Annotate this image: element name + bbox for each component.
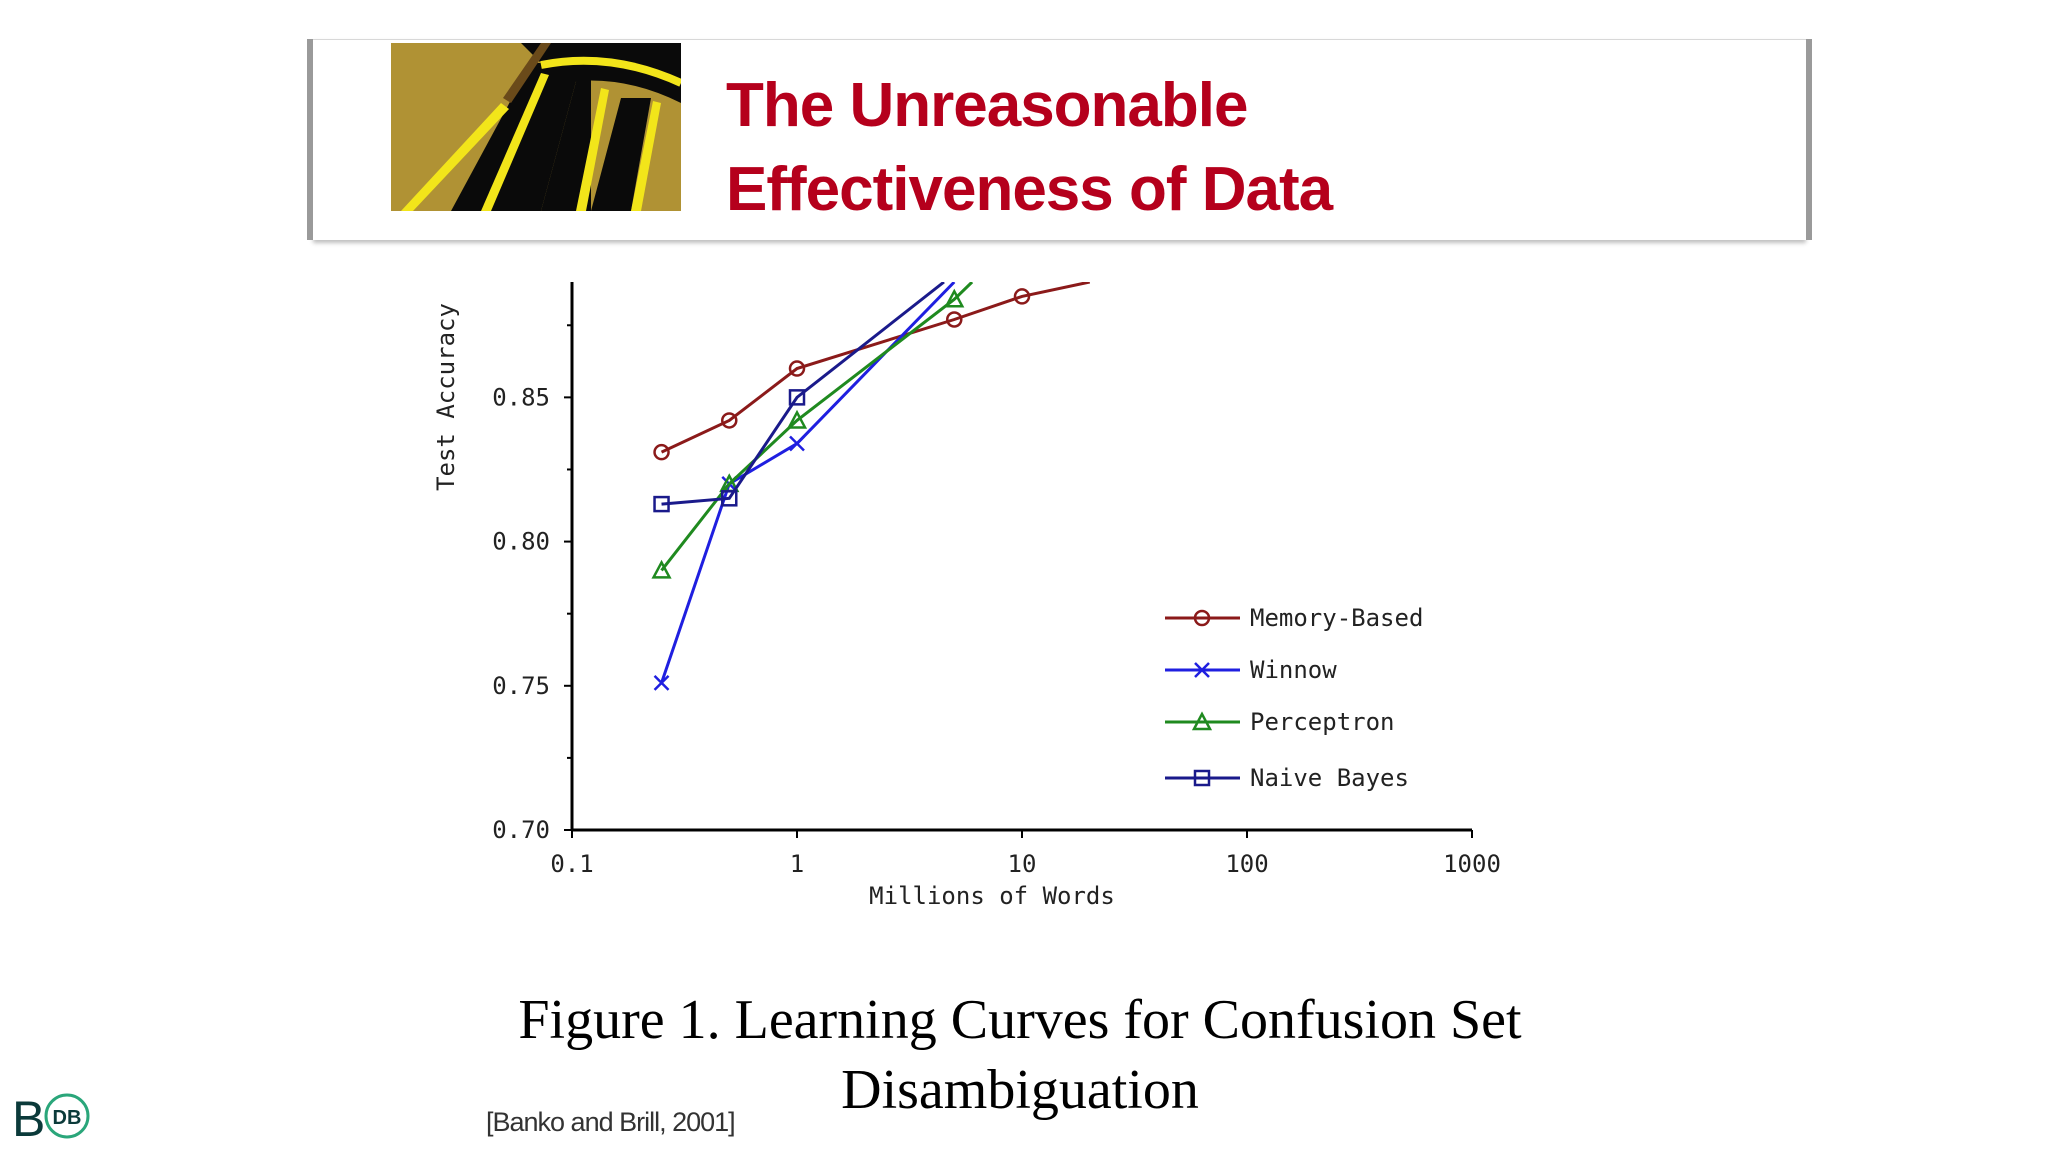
caption-line2: Disambiguation: [841, 1059, 1199, 1121]
banner-title-line1: The Unreasonable: [726, 71, 1248, 140]
series-line-memory-based: [660, 282, 1091, 454]
y-axis-label: Test Accuracy: [432, 303, 460, 491]
data-point-memory-based: [653, 443, 670, 461]
y-tick-label: 0.85: [492, 383, 550, 411]
caption-line1: Figure 1. Learning Curves for Confusion …: [518, 989, 1522, 1051]
data-point-naive-bayes: [653, 495, 670, 513]
x-tick-label: 1: [790, 850, 804, 878]
bdb-logo: B DB: [12, 1091, 90, 1144]
chart-axes: 0.70 0.75 0.80 0.85 0.1 1 10 100 1000 Millions of…: [432, 282, 1501, 910]
data-point-naive-bayes: [788, 389, 806, 406]
data-point-perceptron: [944, 288, 965, 308]
citation-text: [Banko and Brill, 2001]: [486, 1107, 736, 1137]
data-point-winnow: [789, 435, 805, 452]
learning-curves-chart: 0.70 0.75 0.80 0.85 0.1 1 10 100 1000 Millions of…: [432, 282, 1501, 910]
banner-title: The Unreasonable Effectiveness of Data: [726, 64, 1333, 232]
y-tick-label: 0.80: [492, 528, 550, 556]
series-naive-bayes: [653, 282, 945, 513]
data-point-memory-based: [788, 360, 806, 377]
x-tick-label: 100: [1225, 850, 1268, 878]
data-point-perceptron: [786, 409, 808, 429]
y-tick-label: 0.75: [492, 672, 550, 700]
data-point-naive-bayes: [721, 490, 738, 507]
series-line-perceptron: [660, 282, 974, 572]
legend-label: Perceptron: [1250, 708, 1395, 736]
series-memory-based: [653, 282, 1091, 461]
x-tick-label: 1000: [1443, 850, 1501, 878]
legend-marker: [1193, 769, 1211, 787]
legend-item-naive-bayes: Naive Bayes: [1165, 764, 1409, 792]
legend-marker: [1193, 609, 1211, 627]
data-point-memory-based: [721, 412, 738, 429]
series-perceptron: [651, 282, 974, 579]
series-winnow: [653, 282, 956, 691]
x-tick-label: 10: [1008, 850, 1037, 878]
data-point-winnow: [653, 675, 670, 691]
series-line-winnow: [660, 282, 956, 684]
series-line-naive-bayes: [661, 282, 945, 506]
figure-caption: Figure 1. Learning Curves for Confusion …: [420, 985, 1620, 1125]
legend-marker: [1191, 711, 1213, 731]
legend-label: Memory-Based: [1250, 604, 1423, 632]
chart-series: [651, 282, 1091, 691]
x-tick-label: 0.1: [550, 850, 593, 878]
legend-item-winnow: Winnow: [1165, 656, 1337, 684]
banner-title-line2: Effectiveness of Data: [726, 155, 1333, 224]
data-point-memory-based: [1013, 288, 1031, 305]
title-banner: The Unreasonable Effectiveness of Data: [313, 39, 1806, 240]
legend-marker: [1194, 662, 1210, 678]
data-point-perceptron: [651, 559, 672, 579]
x-axis-label: Millions of Words: [869, 882, 1115, 910]
legend-item-memory-based: Memory-Based: [1165, 604, 1423, 632]
logo-letter: B: [12, 1091, 45, 1144]
legend-label: Naive Bayes: [1250, 764, 1409, 792]
legend-item-perceptron: Perceptron: [1165, 708, 1395, 736]
dartboard-image: [391, 43, 681, 211]
chart-legend: Memory-Based Winnow Perceptron Naive Bayes: [1165, 604, 1423, 792]
data-point-memory-based: [946, 311, 963, 328]
y-tick-label: 0.70: [492, 816, 550, 844]
legend-label: Winnow: [1250, 656, 1337, 684]
logo-badge: DB: [53, 1107, 82, 1129]
